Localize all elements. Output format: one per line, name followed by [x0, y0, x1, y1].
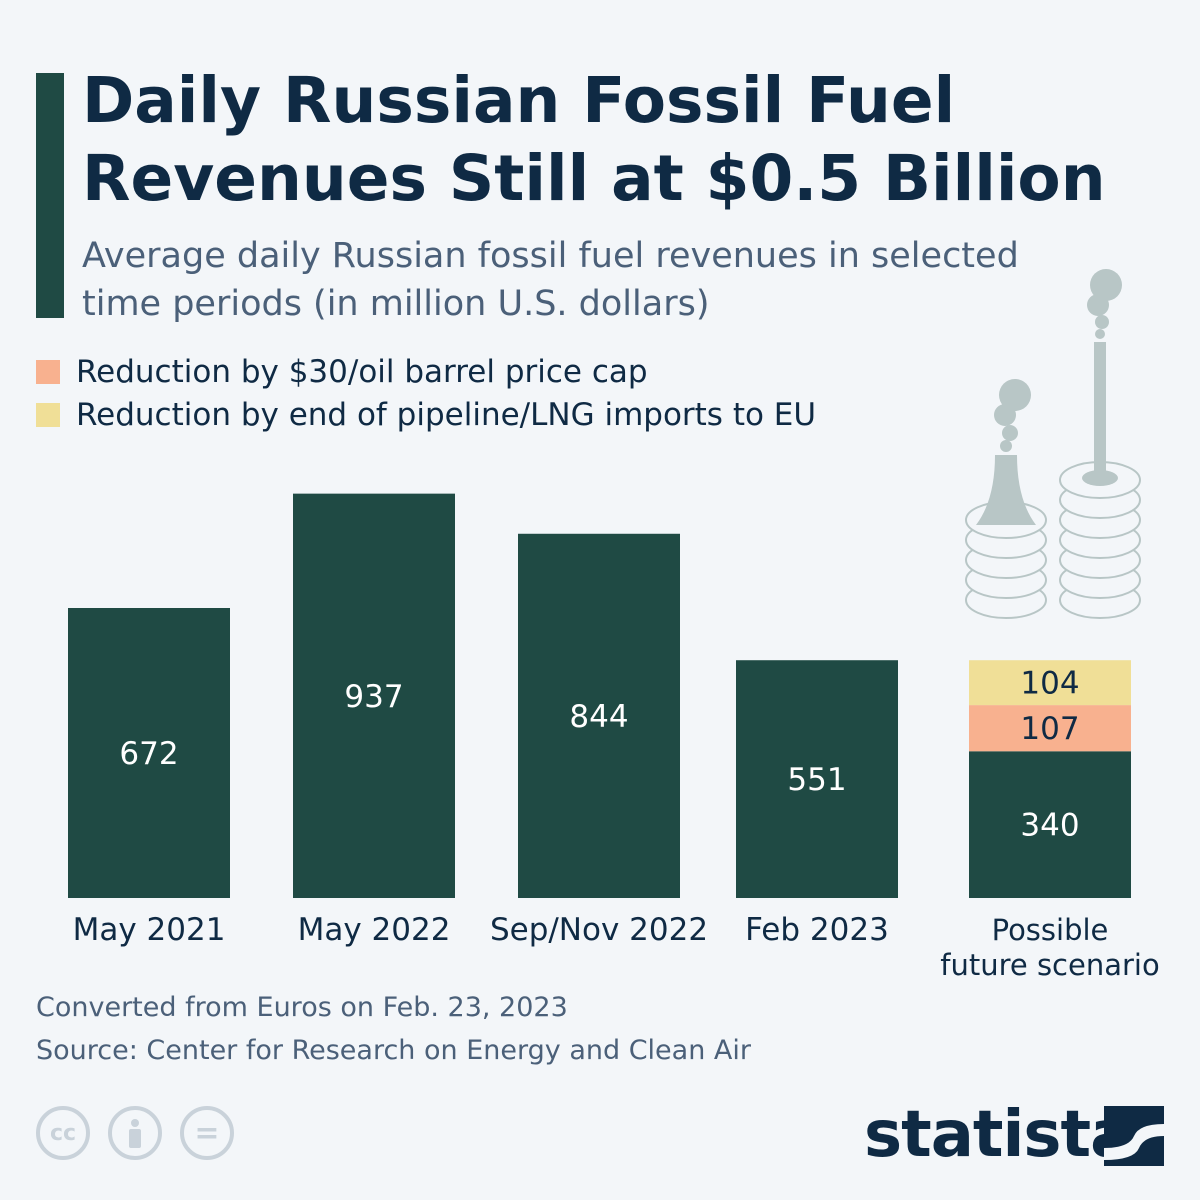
bar-segment — [293, 493, 455, 898]
legend-item-price-cap: Reduction by $30/oil barrel price cap — [36, 350, 816, 393]
category-label: future scenario — [940, 948, 1159, 982]
bar-segment — [68, 608, 230, 898]
bar-segment — [518, 533, 680, 898]
data-label: 107 — [1020, 711, 1079, 747]
data-label: 672 — [119, 736, 178, 772]
cc-icon[interactable]: cc — [36, 1106, 90, 1160]
title-accent-bar — [36, 73, 64, 318]
category-label: Possible — [992, 913, 1109, 947]
footer-source: Source: Center for Research on Energy an… — [36, 1035, 751, 1066]
attribution-icon[interactable] — [108, 1106, 162, 1160]
data-label: 104 — [1020, 666, 1079, 702]
bar-segment — [969, 751, 1131, 898]
data-label: 937 — [344, 679, 403, 715]
category-label: May 2021 — [73, 912, 226, 948]
bar-segment — [736, 660, 898, 898]
statista-logo[interactable]: statista — [864, 1098, 1164, 1172]
bar-segment — [969, 705, 1131, 752]
chart-title: Daily Russian Fossil Fuel Revenues Still… — [82, 64, 1106, 215]
category-label: Feb 2023 — [745, 912, 889, 948]
bar-chart: 672 May 2021 937 May 2022 844 Sep/Nov 2022 551… — [68, 269, 1160, 982]
data-label: 340 — [1020, 808, 1079, 844]
legend-swatch — [36, 359, 60, 384]
footer-note: Converted from Euros on Feb. 23, 2023 — [36, 992, 568, 1023]
legend-label: Reduction by $30/oil barrel price cap — [76, 353, 648, 390]
legend-label: Reduction by end of pipeline/LNG imports… — [76, 396, 817, 433]
category-label: Sep/Nov 2022 — [490, 912, 708, 948]
factory-icon — [965, 269, 1141, 619]
legend-swatch — [36, 402, 60, 427]
no-derivatives-icon[interactable]: = — [180, 1106, 234, 1160]
chart-subtitle: Average daily Russian fossil fuel revenu… — [82, 236, 1019, 324]
statista-logo-icon — [1104, 1106, 1164, 1166]
person-icon — [129, 1119, 141, 1148]
data-label: 551 — [787, 762, 846, 798]
data-label: 844 — [569, 699, 628, 735]
category-label: May 2022 — [298, 912, 451, 948]
brand-name: statista — [864, 1098, 1133, 1172]
bar-segment — [969, 660, 1131, 706]
legend: Reduction by $30/oil barrel price cap Re… — [36, 350, 816, 436]
legend-item-pipeline: Reduction by end of pipeline/LNG imports… — [36, 393, 816, 436]
